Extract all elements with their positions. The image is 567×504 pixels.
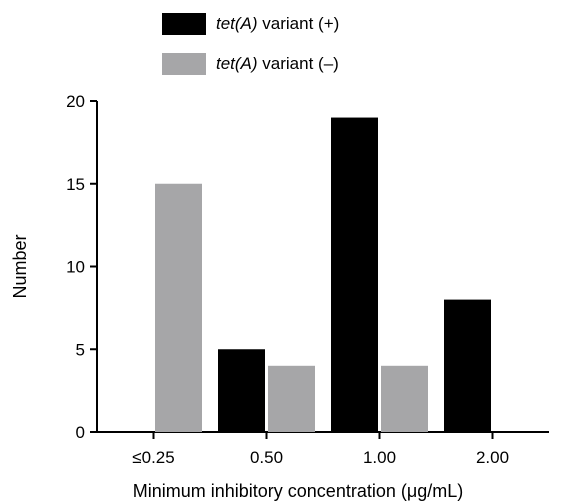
- bar-positive-3: [444, 299, 491, 432]
- x-tick-label-0: ≤0.25: [132, 448, 174, 467]
- legend-item-positive: tet(A) variant (+): [162, 6, 339, 42]
- y-tick-label-1: 5: [76, 340, 85, 359]
- bar-negative-0: [155, 183, 202, 432]
- x-tick-label-2: 1.00: [363, 448, 396, 467]
- legend: tet(A) variant (+) tet(A) variant (–): [162, 6, 339, 86]
- y-tick-label-0: 0: [76, 423, 85, 442]
- legend-swatch-positive: [162, 13, 206, 35]
- legend-item-negative: tet(A) variant (–): [162, 46, 339, 82]
- bar-positive-1: [218, 349, 265, 432]
- y-tick-label-2: 10: [66, 258, 85, 277]
- x-axis-title: Minimum inhibitory concentration (μg/mL): [133, 481, 464, 501]
- bar-negative-1: [268, 365, 315, 432]
- legend-label-negative: tet(A) variant (–): [216, 54, 339, 73]
- legend-swatch-negative: [162, 53, 206, 75]
- x-tick-label-1: 0.50: [250, 448, 283, 467]
- y-tick-label-4: 20: [66, 92, 85, 111]
- bar-positive-2: [331, 117, 378, 433]
- y-tick-label-3: 15: [66, 175, 85, 194]
- legend-label-positive: tet(A) variant (+): [216, 14, 340, 33]
- x-tick-label-3: 2.00: [476, 448, 509, 467]
- y-axis-title: Number: [10, 234, 30, 298]
- bar-negative-2: [381, 365, 428, 432]
